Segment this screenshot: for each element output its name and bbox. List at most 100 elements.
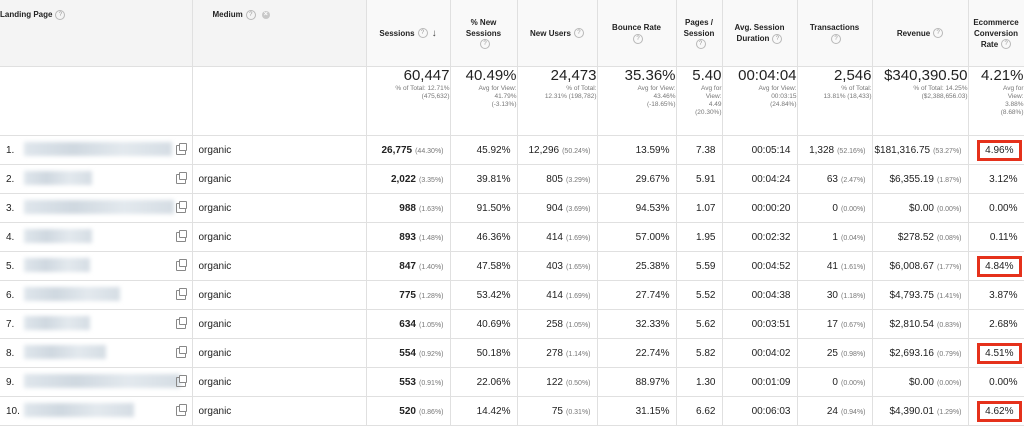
help-icon[interactable]: ? [573,28,584,39]
landing-page-cell[interactable]: 8. [0,338,193,368]
landing-page-cell[interactable]: 3. [0,193,193,223]
table-row: 4. organic 893 (1.48%) 46.36% 414 (1.69%) … [0,222,1024,252]
medium-value: organic [198,260,232,272]
new-sessions-value: 39.81% [476,173,511,185]
help-icon[interactable]: ? [933,28,944,39]
summary-sub: 4.49 [708,101,722,108]
medium-cell[interactable]: organic [192,193,367,223]
open-link-icon[interactable] [175,375,187,387]
column-header-avg-session-duration[interactable]: Avg. Session Duration? [722,0,798,67]
summary-new-sessions: 40.49% Avg for View: 41.79% (-3.13%) [450,66,518,136]
summary-sub: % of Total: [566,85,597,92]
summary-value: 40.49% [465,67,517,84]
sessions-value: 634 [399,318,416,330]
revenue-pct: (1.87%) [936,176,962,184]
landing-page-cell[interactable]: 7. [0,309,193,339]
conversion-rate-cell: 0.00% [968,367,1024,397]
medium-cell[interactable]: organic [192,135,367,165]
transactions-cell: 1 (0.04%) [797,222,873,252]
new-sessions-value: 45.92% [476,144,511,156]
medium-cell[interactable]: organic [192,338,367,368]
table-row: 6. organic 775 (1.28%) 53.42% 414 (1.69%) … [0,280,1024,310]
open-link-icon[interactable] [175,201,187,213]
open-link-icon[interactable] [175,172,187,184]
summary-sub: 12.31% (198,782) [544,93,597,100]
revenue-cell: $4,390.01 (1.29%) [872,396,969,426]
pages-session-value: 1.07 [696,202,716,214]
medium-cell[interactable]: organic [192,222,367,252]
medium-cell[interactable]: organic [192,309,367,339]
open-link-icon[interactable] [175,346,187,358]
new-sessions-cell: 22.06% [450,367,518,397]
medium-cell[interactable]: organic [192,280,367,310]
summary-sub: % of Total: 14.25% [913,85,968,92]
medium-cell[interactable]: organic [192,396,367,426]
open-link-icon[interactable] [175,259,187,271]
landing-page-cell[interactable]: 9. [0,367,193,397]
help-icon[interactable]: ? [633,33,643,44]
sessions-cell: 26,775 (44.30%) [366,135,451,165]
landing-page-cell[interactable]: 10. [0,396,193,426]
column-header-new-sessions[interactable]: % New Sessions? [450,0,518,67]
transactions-pct: (0.00%) [840,379,866,387]
new-users-value: 904 [546,202,563,214]
help-icon[interactable]: ? [772,33,783,44]
new-users-cell: 122 (0.50%) [517,367,598,397]
open-link-icon[interactable] [175,404,187,416]
new-users-pct: (3.69%) [565,205,591,213]
open-link-icon[interactable] [175,143,187,155]
open-link-icon[interactable] [175,317,187,329]
open-link-icon[interactable] [175,230,187,242]
column-header-pages-session[interactable]: Pages / Session? [676,0,723,67]
landing-page-cell[interactable]: 5. [0,251,193,281]
column-header-new-users[interactable]: New Users? [517,0,598,67]
sort-descending-icon[interactable]: ↓ [431,27,437,39]
column-header-landing-page[interactable]: Landing Page? [0,0,193,67]
help-icon[interactable]: ? [55,10,66,20]
revenue-label: Revenue [896,28,931,38]
conversion-rate-value: 0.11% [989,231,1018,243]
remove-dimension-icon[interactable]: × [261,11,270,19]
summary-sub: 41.79% [494,93,517,100]
column-header-conversion-rate[interactable]: Ecommerce Conversion Rate? [968,0,1024,67]
bounce-rate-value: 27.74% [635,289,670,301]
help-icon[interactable]: ? [245,10,256,20]
help-icon[interactable]: ? [417,28,428,39]
column-header-bounce-rate[interactable]: Bounce Rate? [597,0,677,67]
column-header-transactions[interactable]: Transactions? [797,0,873,67]
column-header-sessions[interactable]: Sessions? ↓ [366,0,451,67]
bounce-rate-value: 88.97% [635,376,670,388]
medium-value: organic [198,144,232,156]
revenue-value: $181,316.75 [874,144,931,156]
column-header-medium[interactable]: Medium? × [192,0,367,67]
landing-page-cell[interactable]: 4. [0,222,193,252]
sessions-value: 988 [399,202,416,214]
transactions-pct: (1.61%) [840,263,866,271]
landing-page-cell[interactable]: 6. [0,280,193,310]
transactions-value: 24 [826,405,838,417]
transactions-value: 1,328 [809,144,835,156]
landing-page-cell[interactable]: 1. [0,135,193,165]
help-icon[interactable]: ? [695,39,706,50]
landing-page-cell[interactable]: 2. [0,164,193,194]
help-icon[interactable]: ? [1001,39,1012,50]
conv-label-2: Conversion [973,28,1018,38]
transactions-value: 41 [826,260,838,272]
avg-duration-value: 00:05:14 [751,144,791,156]
avg-duration-value: 00:06:03 [751,405,791,417]
medium-cell[interactable]: organic [192,164,367,194]
summary-blank [192,66,367,136]
medium-cell[interactable]: organic [192,251,367,281]
help-icon[interactable]: ? [830,33,841,44]
sessions-cell: 847 (1.40%) [366,251,451,281]
conversion-rate-value: 4.84% [977,255,1022,277]
new-users-pct: (1.69%) [565,234,591,242]
medium-cell[interactable]: organic [192,367,367,397]
row-index: 4. [6,231,15,243]
redacted-landing-page [24,316,90,330]
help-icon[interactable]: ? [479,39,490,50]
redacted-landing-page [24,229,92,243]
open-link-icon[interactable] [175,288,187,300]
column-header-revenue[interactable]: Revenue? [872,0,969,67]
avg-duration-value: 00:04:24 [751,173,791,185]
